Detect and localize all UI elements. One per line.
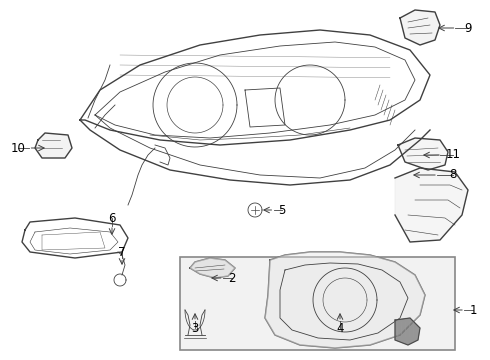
- Text: 10: 10: [11, 141, 25, 154]
- Polygon shape: [395, 318, 420, 345]
- Text: 5: 5: [278, 203, 286, 216]
- Bar: [180, 257, 455, 350]
- Polygon shape: [265, 252, 425, 348]
- Text: 2: 2: [228, 271, 236, 284]
- Text: 6: 6: [108, 211, 116, 225]
- Text: 1: 1: [469, 303, 477, 316]
- Text: 3: 3: [191, 321, 198, 334]
- Polygon shape: [190, 258, 235, 278]
- Text: 9: 9: [464, 22, 472, 35]
- Polygon shape: [398, 138, 448, 170]
- Text: 8: 8: [449, 168, 457, 181]
- Text: 7: 7: [118, 246, 126, 258]
- Text: 11: 11: [445, 148, 461, 162]
- Polygon shape: [35, 133, 72, 158]
- Polygon shape: [400, 10, 440, 45]
- Text: 4: 4: [336, 321, 344, 334]
- Polygon shape: [395, 168, 468, 242]
